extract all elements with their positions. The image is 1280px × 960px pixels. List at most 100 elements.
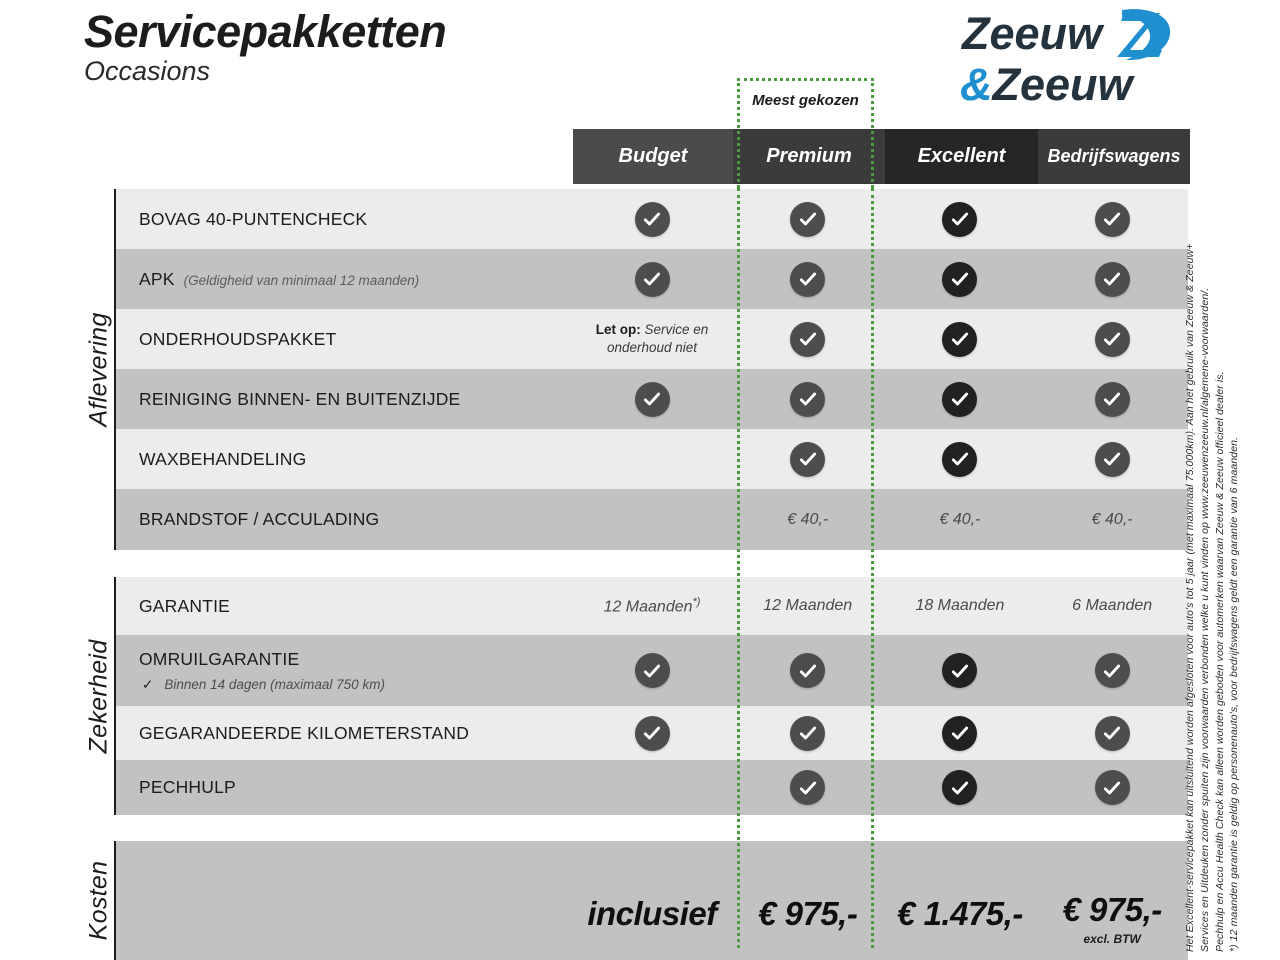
cell-reiniging-bedrijfswagens xyxy=(1036,381,1188,417)
check-icon xyxy=(942,201,978,237)
row-label-pechhulp-text: PECHHULP xyxy=(139,777,236,797)
table-row-bovag: BOVAG 40-PUNTENCHECK xyxy=(116,189,1188,249)
column-header-excellent[interactable]: Excellent xyxy=(885,129,1038,184)
check-icon xyxy=(1094,321,1130,357)
row-label-garantie: GARANTIE xyxy=(116,596,572,617)
cell-bovag-budget xyxy=(572,201,732,237)
check-icon xyxy=(790,381,826,417)
row-note-apk: (Geldigheid van minimaal 12 maanden) xyxy=(183,272,420,288)
row-label-bovag: BOVAG 40-PUNTENCHECK xyxy=(116,209,572,230)
value-garantie-budget-text: 12 Maanden xyxy=(603,598,693,616)
cell-reiniging-excellent xyxy=(884,381,1037,417)
cell-kosten-excellent: € 1.475,- xyxy=(884,841,1037,960)
legal-line-1: Het Excellent-servicepakket kan uitsluit… xyxy=(1184,243,1196,953)
table-row-apk: APK (Geldigheid van minimaal 12 maanden) xyxy=(116,249,1188,309)
row-label-waxbehandeling: WAXBEHANDELING xyxy=(116,449,572,470)
logo-swoosh-icon xyxy=(1117,9,1171,61)
price-wrap-bedrijfswagens: € 975,- excl. BTW xyxy=(1062,841,1163,960)
check-icon xyxy=(790,653,826,688)
cell-kosten-budget: inclusief xyxy=(572,841,732,960)
cell-apk-premium xyxy=(732,261,884,297)
check-icon xyxy=(942,321,978,357)
row-label-onderhoudspakket: ONDERHOUDSPAKKET xyxy=(116,329,572,350)
cell-omruilgarantie-excellent xyxy=(884,653,1037,688)
cell-onderhoudspakket-premium xyxy=(732,321,884,357)
price-wrap-excellent: € 1.475,- xyxy=(897,841,1023,960)
row-label-kilometerstand-text: GEGARANDEERDE KILOMETERSTAND xyxy=(139,722,470,743)
budget-warning-note-text: Service en onderhoud niet xyxy=(606,321,709,355)
highlight-border-left xyxy=(737,188,740,948)
cell-brandstof-bedrijfswagens: € 40,- xyxy=(1036,511,1188,529)
check-icon xyxy=(942,715,978,751)
cell-waxbehandeling-bedrijfswagens xyxy=(1036,441,1188,477)
check-icon xyxy=(790,201,826,237)
row-label-brandstof-text: BRANDSTOF / ACCULADING xyxy=(139,509,380,529)
group-label-aflevering-text: Aflevering xyxy=(84,312,113,427)
page-title: Servicepakketten xyxy=(84,6,447,57)
row-label-waxbehandeling-text: WAXBEHANDELING xyxy=(139,448,307,469)
legal-line-3: Pechhulp en Accu Health Check kan alleen… xyxy=(1214,371,1226,952)
column-header-budget[interactable]: Budget xyxy=(573,129,733,184)
row-sub-omruilgarantie: ✓ Binnen 14 dagen (maximaal 750 km) xyxy=(139,677,572,693)
cell-garantie-excellent: 18 Maanden xyxy=(884,597,1037,615)
group-label-kosten-text: Kosten xyxy=(84,860,113,941)
row-label-reiniging: REINIGING BINNEN- EN BUITENZIJDE xyxy=(116,389,572,410)
row-label-brandstof: BRANDSTOF / ACCULADING xyxy=(116,509,572,530)
check-icon xyxy=(1094,653,1130,688)
section-aflevering: BOVAG 40-PUNTENCHECK APK (Geldigheid van… xyxy=(116,189,1188,550)
cell-kosten-bedrijfswagens: € 975,- excl. BTW xyxy=(1036,841,1188,960)
cell-garantie-budget: 12 Maanden*) xyxy=(572,596,732,616)
table-row-omruilgarantie: OMRUILGARANTIE ✓ Binnen 14 dagen (maximaa… xyxy=(116,635,1188,706)
value-garantie-bedrijfswagens: 6 Maanden xyxy=(1072,597,1153,614)
price-excellent: € 1.475,- xyxy=(897,895,1023,932)
check-icon xyxy=(1094,201,1130,237)
group-label-zekerheid: Zekerheid xyxy=(84,577,116,815)
cell-bovag-excellent xyxy=(884,201,1037,237)
title-block: Servicepakketten Occasions xyxy=(84,6,447,87)
value-brandstof-premium: € 40,- xyxy=(787,510,829,528)
table-row-brandstof: BRANDSTOF / ACCULADING € 40,- € 40,- € 4… xyxy=(116,489,1188,550)
highlight-border-right xyxy=(871,188,874,948)
column-header-bedrijfswagens[interactable]: Bedrijfswagens xyxy=(1038,129,1190,184)
cell-garantie-premium: 12 Maanden xyxy=(732,597,884,615)
table-row-onderhoudspakket: ONDERHOUDSPAKKET Let op: Service en onde… xyxy=(116,309,1188,369)
budget-warning-note-bold: Let op: xyxy=(595,321,641,337)
price-bedrijfswagens-note: excl. BTW xyxy=(1083,932,1141,946)
price-premium: € 975,- xyxy=(758,895,858,932)
check-icon xyxy=(790,441,826,477)
price-wrap-premium: € 975,- xyxy=(758,841,858,960)
value-garantie-excellent: 18 Maanden xyxy=(915,597,1005,614)
check-icon xyxy=(942,381,978,417)
most-chosen-highlight-box xyxy=(737,78,874,188)
cell-omruilgarantie-budget xyxy=(572,653,732,688)
legal-line-4: *) 12 maanden garantie is geldig op pers… xyxy=(1228,436,1240,952)
most-chosen-label: Meest gekozen xyxy=(752,92,859,109)
cell-pechhulp-premium xyxy=(732,770,884,805)
cell-reiniging-budget xyxy=(572,381,732,417)
check-icon xyxy=(942,770,978,805)
column-header-premium[interactable]: Premium xyxy=(733,129,885,184)
cell-waxbehandeling-excellent xyxy=(884,441,1037,477)
table-row-kilometerstand: GEGARANDEERDE KILOMETERSTAND xyxy=(116,706,1188,760)
row-label-pechhulp: PECHHULP xyxy=(116,777,572,798)
price-wrap-budget: inclusief xyxy=(587,841,717,960)
check-icon xyxy=(790,261,826,297)
cell-brandstof-excellent: € 40,- xyxy=(884,511,1037,529)
value-garantie-budget: 12 Maanden*) xyxy=(604,596,701,616)
price-bedrijfswagens: € 975,- xyxy=(1062,891,1163,928)
cell-bovag-premium xyxy=(732,201,884,237)
check-icon xyxy=(1094,261,1130,297)
cell-reiniging-premium xyxy=(732,381,884,417)
check-icon xyxy=(942,261,978,297)
cell-kilometerstand-excellent xyxy=(884,715,1037,751)
row-label-reiniging-text: REINIGING BINNEN- EN BUITENZIJDE xyxy=(139,388,461,409)
row-label-kilometerstand: GEGARANDEERDE KILOMETERSTAND xyxy=(116,723,572,744)
value-garantie-premium: 12 Maanden xyxy=(763,597,853,614)
row-label-kosten xyxy=(116,841,572,960)
legal-disclaimer: Het Excellent-servicepakket kan uitsluit… xyxy=(1184,128,1268,953)
cell-onderhoudspakket-excellent xyxy=(884,321,1037,357)
cell-apk-budget xyxy=(572,261,732,297)
zeeuw-logo: Zeeuw &Zeeuw xyxy=(954,4,1184,114)
cell-kilometerstand-bedrijfswagens xyxy=(1036,715,1188,751)
check-icon xyxy=(790,321,826,357)
